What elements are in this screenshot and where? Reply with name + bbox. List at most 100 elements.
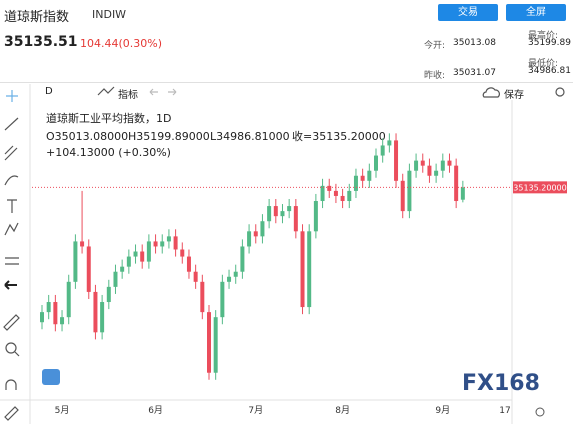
candle-body xyxy=(166,236,171,242)
candle-body xyxy=(407,170,412,212)
indicators[interactable]: 指标 xyxy=(118,90,138,101)
divider xyxy=(0,82,573,83)
candle-body xyxy=(293,206,298,232)
ohlc-close: 收=35135.20000 xyxy=(292,129,386,143)
candle-body xyxy=(86,246,91,292)
candle-body xyxy=(240,246,245,272)
toolbar-icons xyxy=(3,86,565,421)
candle-body xyxy=(60,317,65,325)
candle-body xyxy=(380,145,385,156)
candle-body xyxy=(394,140,399,181)
candle-body xyxy=(193,271,198,282)
ohlc-high: H35199.89000 xyxy=(128,130,210,143)
candle-body xyxy=(66,281,71,318)
stat-value: 35031.07 xyxy=(453,68,496,78)
trade-button[interactable]: 交易 xyxy=(438,4,498,21)
stat-label: 今开: xyxy=(424,41,446,51)
candle-body xyxy=(160,241,165,247)
candle-body xyxy=(153,241,158,247)
candle-body xyxy=(200,281,205,313)
stat-label: 最低价: xyxy=(528,59,559,69)
candle-body xyxy=(267,206,272,222)
candle-body xyxy=(427,165,432,176)
fullscreen-button[interactable]: 全屏 xyxy=(506,4,566,21)
stat-value: 34986.81 xyxy=(528,66,571,76)
candle-body xyxy=(140,251,145,262)
title: 道琼斯指数 xyxy=(4,10,70,25)
candle-body xyxy=(367,170,372,181)
change: 104.44(0.30%) xyxy=(80,37,163,50)
interval[interactable]: D xyxy=(45,86,53,97)
candle-body xyxy=(440,160,445,171)
candle-body xyxy=(146,241,151,262)
candle-body xyxy=(227,276,232,282)
candle-body xyxy=(333,190,338,196)
candle-body xyxy=(260,221,265,237)
candle-body xyxy=(207,312,211,373)
stat-value: 35199.89 xyxy=(528,38,571,48)
candle-body xyxy=(273,206,278,217)
x-future-label: 17 xyxy=(499,406,510,416)
candle-body xyxy=(220,281,225,318)
cloud-button[interactable] xyxy=(42,369,60,385)
price: 35135.51 xyxy=(4,34,78,50)
candle-body xyxy=(93,291,98,333)
candle-body xyxy=(186,256,191,272)
candle-body xyxy=(46,302,51,313)
x-tick-label: 9月 xyxy=(435,405,450,416)
candle-body xyxy=(106,286,111,303)
candle-body xyxy=(387,140,392,146)
candle-body xyxy=(347,190,352,202)
candle-body xyxy=(307,231,312,308)
candle-body xyxy=(313,201,318,232)
candle-body xyxy=(213,317,218,373)
candle-body xyxy=(113,271,118,287)
stat-value: 35013.08 xyxy=(453,38,496,48)
x-tick-label: 8月 xyxy=(335,405,350,416)
last-price-tag xyxy=(513,181,567,194)
candle-body xyxy=(287,206,292,212)
candle-body xyxy=(414,160,419,171)
watermark: FX168 xyxy=(462,371,540,396)
candle-body xyxy=(180,249,185,257)
stat-label: 昨收: xyxy=(424,71,446,81)
candle-body xyxy=(280,211,285,217)
candle-body xyxy=(133,251,138,257)
code: INDIW xyxy=(92,8,127,21)
ohlc-open: O35013.08000 xyxy=(46,130,128,143)
candle-body xyxy=(340,195,345,202)
candle-body xyxy=(300,231,305,308)
candle-body xyxy=(253,231,258,237)
save[interactable]: 保存 xyxy=(504,90,524,101)
last-price-label: 35135.20000 xyxy=(513,183,566,192)
ohlc-low: L34986.81000 xyxy=(210,130,290,143)
candle-body xyxy=(173,236,178,250)
candle-body xyxy=(247,231,252,247)
candle-body xyxy=(420,160,425,166)
candle-body xyxy=(374,155,378,171)
x-tick-label: 6月 xyxy=(148,405,163,416)
candle-body xyxy=(73,241,78,282)
candle-body xyxy=(460,187,465,200)
candle-body xyxy=(120,266,125,272)
candle-body xyxy=(447,160,452,166)
candle-body xyxy=(100,302,105,333)
candle-body xyxy=(320,185,325,202)
candle-body xyxy=(400,180,405,212)
candle-body xyxy=(126,256,131,267)
candle-body xyxy=(353,175,358,191)
candle-body xyxy=(454,165,459,202)
candle-body xyxy=(327,185,332,191)
x-tick-label: 7月 xyxy=(248,405,263,416)
candle-body xyxy=(360,175,365,181)
x-tick-label: 5月 xyxy=(55,405,70,416)
legend-title: 道琼斯工业平均指数，1D xyxy=(46,111,171,125)
settings-icon[interactable] xyxy=(535,407,545,417)
candle-body xyxy=(40,312,44,323)
stat-label: 最高价: xyxy=(528,31,559,41)
legend-change: +104.13000 (+0.30%) xyxy=(46,146,171,159)
candle-body xyxy=(233,271,238,277)
candle-body xyxy=(434,170,439,176)
